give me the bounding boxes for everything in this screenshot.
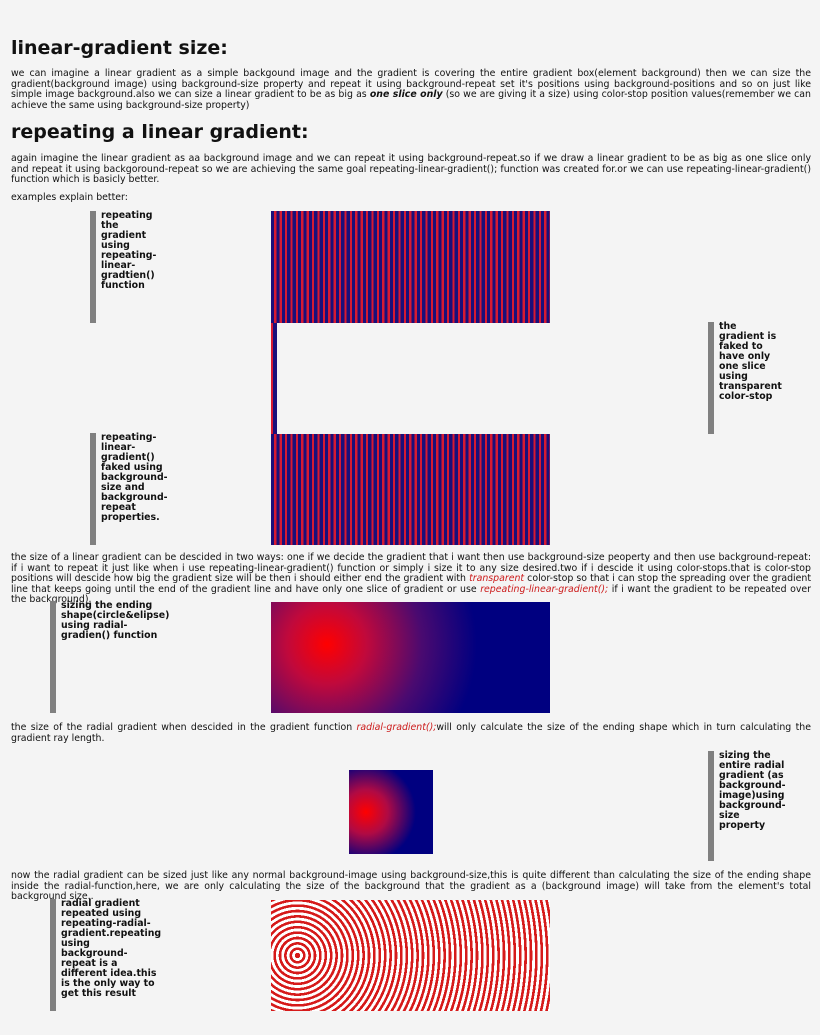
emphasis-text: one slice only	[369, 89, 443, 100]
paragraph-text: the size of a linear gradient can be des…	[11, 552, 811, 584]
faked-repeating-gradient-box	[271, 434, 550, 545]
faked-single-slice-column	[271, 323, 277, 434]
paragraph-text: will only calculate the size of the endi…	[11, 722, 811, 744]
radial-gradient-box	[271, 602, 550, 713]
repeating-linear-gradient-box	[271, 211, 550, 323]
paragraph-radial-size: the size of the radial gradient when des…	[11, 722, 811, 744]
radial-background-size-box	[349, 770, 433, 854]
paragraph-text: the size of the radial gradient when des…	[11, 722, 357, 733]
emphasis-radial-function: radial-gradient();	[356, 722, 437, 733]
paragraph-repeating: again imagine the linear gradient as aa …	[11, 153, 811, 185]
repeating-radial-gradient-box	[271, 900, 550, 1011]
paragraph-text: (so we are giving it a size) using color…	[11, 89, 811, 111]
note-faked-background: repeating-linear-gradient() faked using …	[90, 433, 168, 545]
paragraph-text: we can imagine a linear gradient as a si…	[11, 68, 811, 100]
paragraph-linear-size: we can imagine a linear gradient as a si…	[11, 68, 811, 111]
note-sizing-entire-radial: sizing the entire radial gradient (as ba…	[708, 751, 786, 861]
note-radial-repeated: radial gradient repeated using repeating…	[50, 899, 161, 1011]
note-faked-slice: the gradient is faked to have only one s…	[708, 322, 782, 434]
paragraph-size-ways: the size of a linear gradient can be des…	[11, 552, 812, 606]
paragraph-background-size: now the radial gradient can be sized jus…	[11, 870, 811, 902]
heading-repeating-linear-gradient: repeating a linear gradient:	[11, 121, 309, 143]
note-sizing-ending-shape: sizing the ending shape(circle&elipse) u…	[50, 601, 169, 713]
paragraph-text: if i want the gradient to be repeated ov…	[11, 583, 811, 605]
examples-label: examples explain better:	[11, 192, 128, 203]
note-repeating-function: repeating the gradient using repeating-l…	[90, 211, 156, 323]
emphasis-repeating-function: repeating-linear-gradient();	[480, 583, 609, 595]
heading-linear-gradient-size: linear-gradient size:	[11, 37, 228, 59]
paragraph-text: color-stop so that i can stop the spread…	[11, 573, 812, 595]
emphasis-transparent: transparent	[469, 573, 525, 584]
